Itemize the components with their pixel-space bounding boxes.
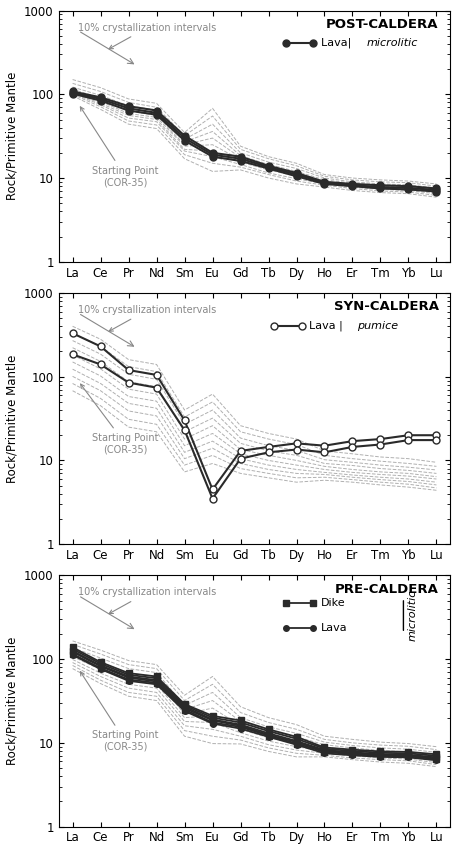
Text: pumice: pumice [356,320,397,331]
Text: microlitic: microlitic [365,38,417,48]
Text: Starting Point
(COR-35): Starting Point (COR-35) [80,107,158,187]
Text: 10% crystallization intervals: 10% crystallization intervals [78,305,216,332]
Y-axis label: Rock/Primitive Mantle: Rock/Primitive Mantle [5,354,19,483]
Text: Starting Point
(COR-35): Starting Point (COR-35) [81,384,158,455]
Text: SYN-CALDERA: SYN-CALDERA [333,301,438,314]
Text: Lava: Lava [320,623,347,633]
Text: POST-CALDERA: POST-CALDERA [325,18,438,31]
Text: 10% crystallization intervals: 10% crystallization intervals [78,23,216,48]
Text: PRE-CALDERA: PRE-CALDERA [334,583,438,596]
Y-axis label: Rock/Primitive Mantle: Rock/Primitive Mantle [5,72,19,201]
Text: Lava|: Lava| [320,38,354,48]
Text: microlitic: microlitic [406,590,416,641]
Text: 10% crystallization intervals: 10% crystallization intervals [78,587,216,614]
Y-axis label: Rock/Primitive Mantle: Rock/Primitive Mantle [5,637,19,765]
Text: Lava |: Lava | [308,320,346,331]
Text: Dike: Dike [320,598,345,608]
Text: Starting Point
(COR-35): Starting Point (COR-35) [80,672,158,752]
